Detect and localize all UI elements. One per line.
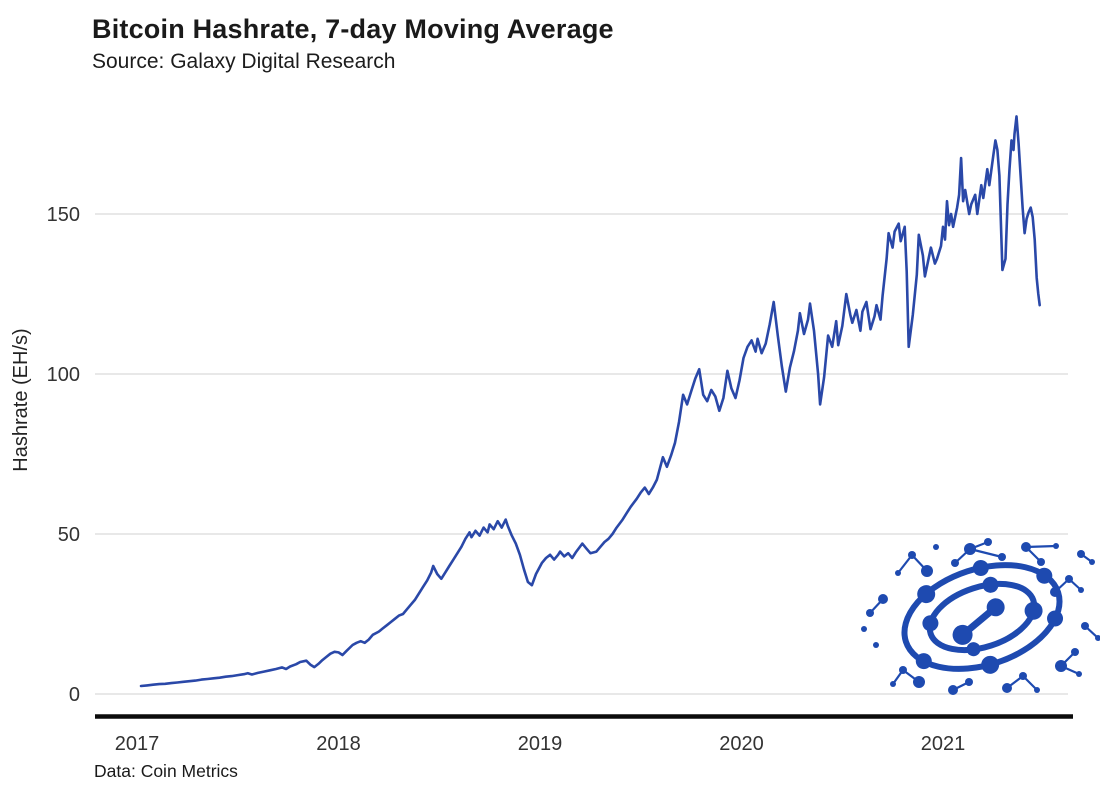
x-tick-label-2019: 2019: [518, 733, 563, 755]
x-tick-label-2018: 2018: [316, 733, 361, 755]
x-tick-label-2017: 2017: [115, 733, 160, 755]
constellation-dots: [861, 538, 1100, 695]
x-tick-label-2021: 2021: [921, 733, 966, 755]
y-tick-label-0: 0: [69, 684, 80, 706]
chart-source-subtitle: Source: Galaxy Digital Research: [92, 50, 396, 73]
chart-title: Bitcoin Hashrate, 7-day Moving Average: [92, 14, 614, 44]
gridlines-layer: [95, 213, 1073, 719]
tick-labels-layer: 0 50 100 150 2017 2018 2019 2020 2021: [47, 204, 966, 755]
y-tick-label-50: 50: [58, 524, 80, 546]
galaxy-digital-logo: [861, 538, 1100, 695]
x-tick-label-2020: 2020: [719, 733, 764, 755]
series-layer: [139, 115, 1041, 688]
y-tick-label-150: 150: [47, 204, 80, 226]
y-tick-label-100: 100: [47, 364, 80, 386]
galaxy-ring-nodes: [915, 559, 1064, 674]
hashrate-series-line: [139, 115, 1041, 688]
data-credit: Data: Coin Metrics: [94, 761, 238, 781]
